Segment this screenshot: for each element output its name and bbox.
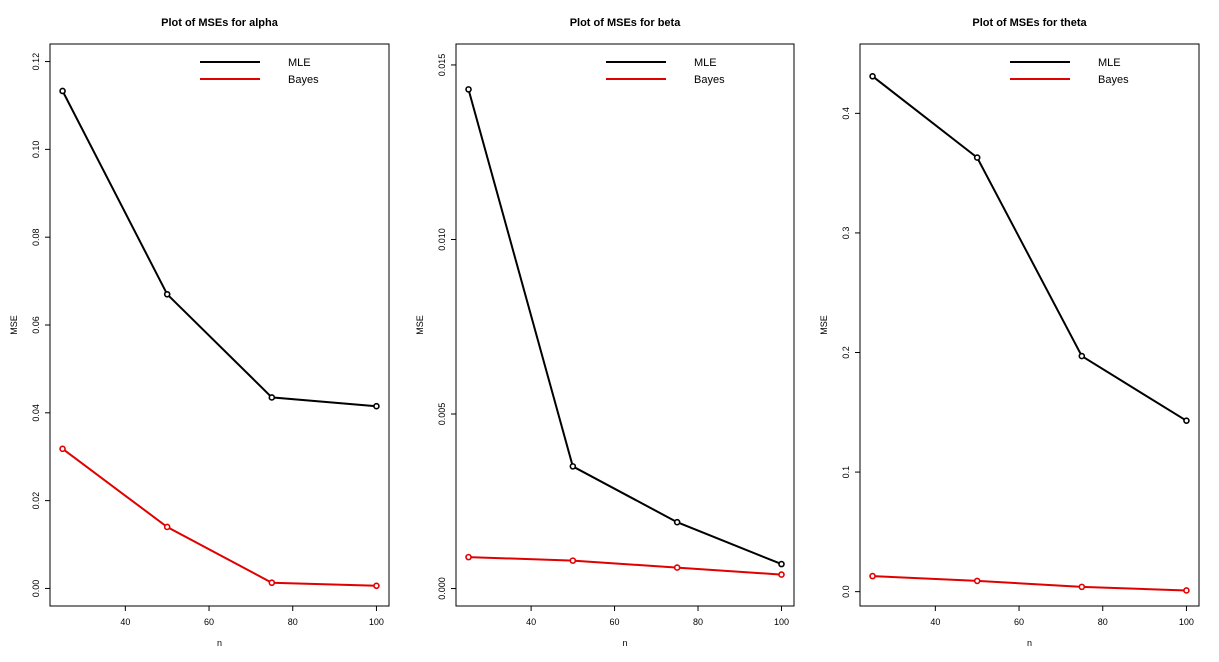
legend: MLE Bayes [200,57,319,86]
data-point-mle [869,72,876,80]
series-line-mle [871,75,1187,422]
x-tick-label: 40 [120,617,130,627]
data-point-bayes [869,572,876,580]
chart-title: Plot of MSEs for theta [972,17,1087,29]
x-axis-label: n [217,638,222,648]
series-bayes [465,553,785,578]
y-tick-label: 0.1 [841,466,851,479]
legend-label-bayes: Bayes [288,74,319,86]
series-line-bayes [62,447,377,587]
x-axis: 40 60 80 100 [120,606,384,627]
y-tick-label: 0.04 [31,404,41,422]
plot-frame [455,43,795,607]
legend-label-mle: MLE [1098,57,1121,69]
y-tick-label: 0.0 [841,585,851,598]
x-tick-label: 80 [1098,617,1108,627]
data-point-bayes [465,553,472,561]
chart-title: Plot of MSEs for beta [570,17,682,29]
plot-frame [859,43,1200,607]
y-tick-label: 0.015 [437,54,447,77]
series-line-bayes [872,575,1187,592]
data-point-mle [268,394,276,401]
data-point-mle [59,87,66,95]
y-axis-label: MSE [819,315,829,335]
x-tick-label: 80 [288,617,298,627]
x-axis-label: n [622,638,627,648]
data-point-bayes [59,445,66,453]
data-point-bayes [373,582,380,590]
legend-label-mle: MLE [694,57,717,69]
y-tick-label: 0.12 [31,53,41,71]
data-point-mle [1078,352,1086,360]
x-tick-label: 80 [693,617,703,627]
chart-panel-1: Plot of MSEs for alpha 40 60 80 100 n 0.00 0.02… [9,17,390,648]
series-mle [465,86,785,568]
series-line-mle [61,90,377,408]
data-point-bayes [163,523,171,531]
y-tick-label: 0.4 [841,107,851,120]
series-mle [869,72,1190,424]
data-point-mle [778,560,785,568]
data-point-mle [973,154,981,161]
y-tick-label: 0.02 [31,492,41,510]
y-tick-label: 0.10 [31,141,41,159]
plot-frame [49,43,390,607]
series-line-bayes [468,556,782,576]
y-axis-label: MSE [9,315,19,335]
data-point-mle [673,518,681,526]
x-tick-label: 100 [369,617,384,627]
series-mle [59,87,380,410]
data-point-bayes [1078,583,1086,591]
data-point-bayes [973,577,981,585]
x-tick-label: 40 [930,617,940,627]
y-tick-label: 0.005 [437,403,447,426]
series-line-mle [467,89,782,566]
data-point-mle [373,402,380,410]
x-axis: 40 60 80 100 [930,606,1194,627]
y-tick-label: 0.08 [31,228,41,246]
x-tick-label: 40 [526,617,536,627]
data-point-mle [163,290,171,298]
y-tick-label: 0.010 [437,228,447,251]
y-tick-label: 0.2 [841,346,851,359]
legend: MLE Bayes [1010,57,1129,86]
y-tick-label: 0.3 [841,227,851,240]
legend-label-mle: MLE [288,57,311,69]
y-axis: 0.000 0.005 0.010 0.015 [437,54,456,600]
series-bayes [59,445,380,590]
data-point-bayes [1183,587,1190,594]
legend-label-bayes: Bayes [1098,74,1129,86]
y-tick-label: 0.00 [31,580,41,598]
y-tick-label: 0.000 [437,577,447,600]
y-axis: 0.0 0.1 0.2 0.3 0.4 [841,107,860,598]
x-tick-label: 60 [1014,617,1024,627]
x-tick-label: 100 [774,617,789,627]
y-axis: 0.00 0.02 0.04 0.06 0.08 0.10 0.12 [31,53,50,597]
chart-title: Plot of MSEs for alpha [161,17,279,29]
y-axis-label: MSE [415,315,425,335]
data-point-bayes [569,557,577,564]
x-tick-label: 60 [610,617,620,627]
data-point-mle [569,463,577,470]
data-point-bayes [778,571,785,578]
series-bayes [869,572,1190,594]
x-axis: 40 60 80 100 [526,606,789,627]
data-point-bayes [673,564,681,571]
x-tick-label: 60 [204,617,214,627]
y-tick-label: 0.06 [31,316,41,334]
legend: MLE Bayes [606,57,725,86]
x-axis-label: n [1027,638,1032,648]
data-point-mle [1183,417,1190,424]
x-tick-label: 100 [1179,617,1194,627]
data-point-mle [465,86,472,93]
data-point-bayes [268,579,276,587]
legend-label-bayes: Bayes [694,74,725,86]
